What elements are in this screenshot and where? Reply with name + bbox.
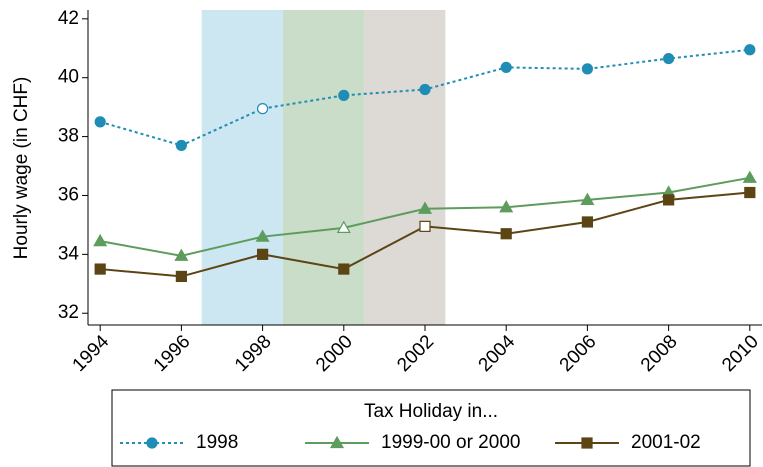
y-tick-label: 40 <box>58 67 79 88</box>
marker <box>94 116 106 128</box>
marker <box>329 435 345 449</box>
marker <box>417 201 433 214</box>
y-axis-label: Hourly wage (in CHF) <box>11 77 32 260</box>
shaded-region <box>282 10 365 325</box>
x-tick-label: 1996 <box>150 331 195 376</box>
y-tick-label: 32 <box>58 302 79 323</box>
marker <box>581 437 593 449</box>
marker <box>663 52 675 65</box>
marker <box>581 216 594 228</box>
marker <box>500 228 512 240</box>
marker <box>338 263 350 275</box>
x-tick-label: 2008 <box>637 331 682 376</box>
marker <box>255 229 270 242</box>
marker <box>663 194 675 206</box>
y-tick-label: 38 <box>58 126 79 147</box>
legend-label: 2001-02 <box>631 432 701 453</box>
x-tick-label: 2010 <box>718 331 763 376</box>
marker <box>336 220 351 233</box>
marker <box>742 170 757 183</box>
marker <box>256 103 269 115</box>
x-tick-label: 2002 <box>393 331 438 376</box>
marker <box>419 83 431 96</box>
marker <box>146 437 158 449</box>
marker <box>175 270 187 283</box>
marker <box>174 248 189 261</box>
marker <box>580 192 595 205</box>
y-tick-label: 42 <box>58 8 79 29</box>
y-tick-label: 36 <box>58 184 79 205</box>
marker <box>338 89 350 101</box>
x-tick-label: 2004 <box>475 331 520 376</box>
y-tick-label: 34 <box>58 243 80 264</box>
legend-label: 1999-00 or 2000 <box>381 432 520 453</box>
marker <box>94 263 106 275</box>
marker <box>93 233 108 247</box>
x-tick-label: 1998 <box>231 331 276 376</box>
x-tick-label: 1994 <box>69 331 114 376</box>
marker <box>744 186 756 199</box>
marker <box>256 248 269 260</box>
x-tick-label: 2000 <box>312 331 357 376</box>
marker <box>500 61 512 74</box>
marker <box>744 44 756 56</box>
shaded-region <box>201 10 283 325</box>
marker <box>419 220 431 232</box>
legend: Tax Holiday in... 1998 1999-00 or 2000 2001… <box>111 389 751 467</box>
legend-title: Tax Holiday in... <box>364 401 498 422</box>
marker <box>581 63 594 75</box>
shaded-region <box>364 10 446 325</box>
legend-label: 1998 <box>196 432 238 453</box>
marker <box>499 200 514 213</box>
marker <box>175 139 187 152</box>
x-tick-label: 2006 <box>556 331 601 376</box>
legend-box <box>111 389 751 467</box>
